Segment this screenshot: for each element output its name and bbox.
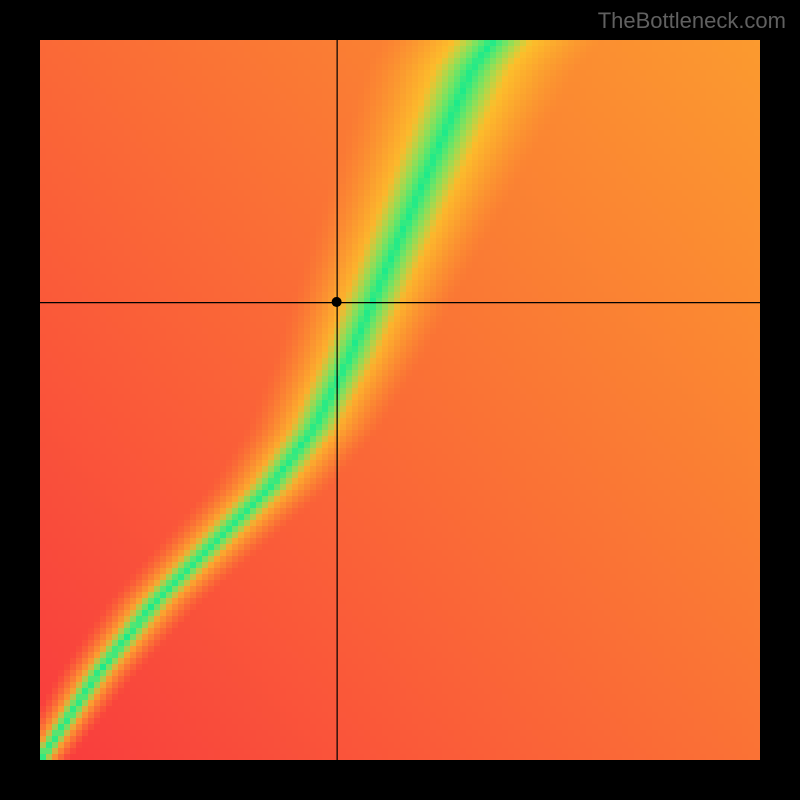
watermark-text: TheBottleneck.com [598, 8, 786, 34]
heatmap-container [40, 40, 760, 760]
heatmap-overlay [40, 40, 760, 760]
